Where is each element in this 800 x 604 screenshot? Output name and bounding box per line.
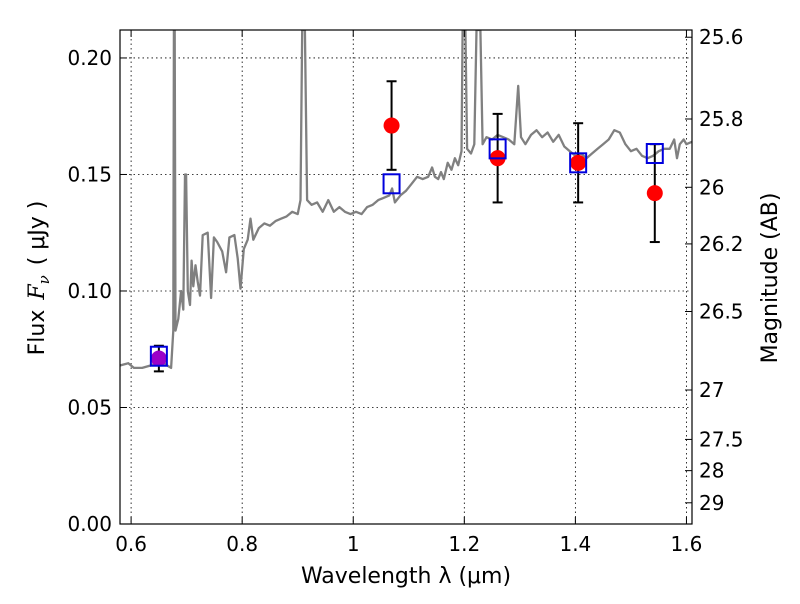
magnitude-tick-label: 25.6	[699, 25, 744, 49]
model-spectrum	[120, 30, 692, 370]
y-axis-label-subscript: ν	[35, 275, 53, 284]
grid-lines	[120, 30, 692, 525]
y-tick-label: 0.00	[67, 512, 112, 536]
magnitude-tick-label: 28	[699, 459, 724, 483]
magnitude-tick-label: 26.5	[699, 299, 744, 323]
x-tick-label: 1.4	[559, 532, 591, 556]
magnitude-tick-label: 29	[699, 491, 724, 515]
model-photometry-point	[382, 173, 401, 195]
model-photometry-point	[569, 152, 588, 174]
model-photometry-point	[149, 345, 168, 367]
y-axis-ticks: 0.00 0.05 0.10 0.15 0.20	[67, 46, 127, 536]
model-photometry-points	[149, 138, 664, 367]
observed-point	[646, 185, 663, 202]
y-axis-label-units: ( μJy )	[25, 201, 50, 266]
x-tick-label: 1.6	[671, 532, 703, 556]
magnitude-tick-label: 27.5	[699, 427, 744, 451]
model-photometry-point	[645, 143, 664, 164]
observed-point	[150, 350, 167, 367]
x-axis-ticks: 0.6 0.8 1 1.2 1.4 1.6	[115, 30, 702, 556]
y-tick-label: 0.10	[67, 279, 112, 303]
x-tick-label: 1.2	[448, 532, 480, 556]
magnitude-tick-label: 25.8	[699, 107, 744, 131]
y-tick-label: 0.20	[67, 46, 112, 70]
magnitude-axis-label: Magnitude (AB)	[758, 193, 783, 364]
magnitude-tick-label: 26	[699, 175, 724, 199]
observed-point	[570, 154, 587, 171]
magnitude-tick-label: 27	[699, 378, 724, 402]
observed-points	[150, 117, 663, 367]
model-photometry-point	[488, 138, 507, 160]
error-bars	[153, 80, 660, 373]
magnitude-tick-label: 26.2	[699, 232, 744, 256]
y-tick-label: 0.05	[67, 395, 112, 419]
x-tick-label: 0.6	[115, 532, 147, 556]
x-tick-label: 1	[347, 532, 360, 556]
magnitude-axis-ticks: 25.6 25.8 26 26.2 26.5 27 27.5 28 29	[685, 25, 744, 515]
y-axis-label-symbol: F	[25, 284, 50, 301]
y-tick-label: 0.15	[67, 162, 112, 186]
plot-frame	[119, 29, 693, 525]
x-axis-label: Wavelength λ (μm)	[301, 564, 511, 589]
observed-point	[383, 117, 400, 134]
x-tick-label: 0.8	[226, 532, 258, 556]
y-axis-label-flux: Flux	[25, 310, 50, 356]
model-spectrum-line	[120, 30, 692, 370]
y-axis-label: Flux Fν ( μJy )	[25, 201, 53, 356]
